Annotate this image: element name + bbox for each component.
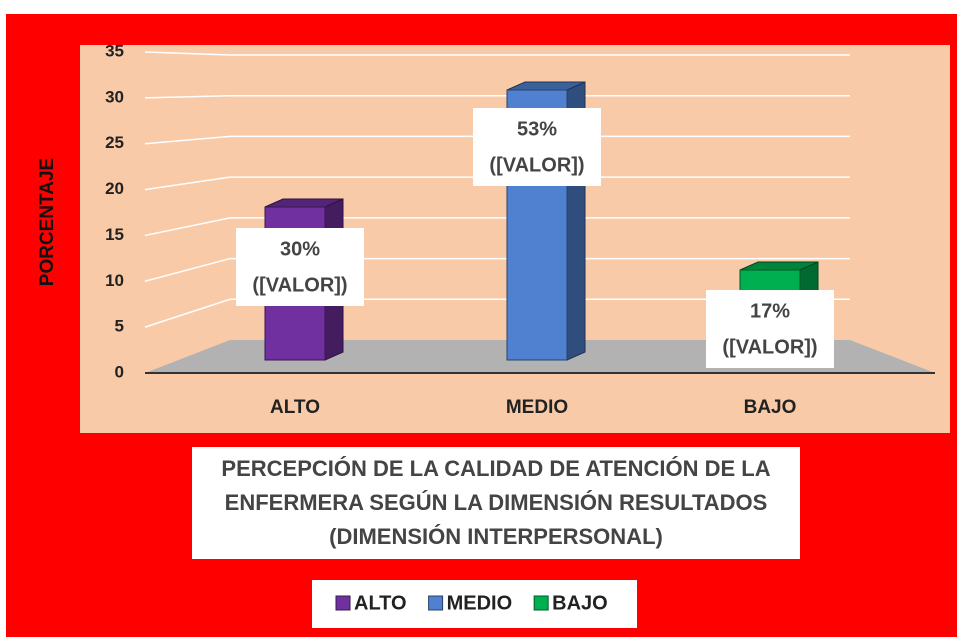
y-tick-label: 5 <box>115 317 124 336</box>
grid-line <box>144 217 850 237</box>
legend-swatch <box>335 595 351 611</box>
bar <box>506 81 586 361</box>
title-box <box>192 447 800 559</box>
y-axis-title: PORCENTAJE <box>37 158 58 286</box>
grid-line <box>144 176 850 191</box>
x-tick-label: MEDIO <box>506 397 568 418</box>
data-label: ([VALOR]) <box>489 154 584 176</box>
x-tick-label: ALTO <box>270 397 320 418</box>
legend-label: MEDIO <box>447 592 513 614</box>
grid-line <box>144 94 850 99</box>
chart-title: PERCEPCIÓN DE LA CALIDAD DE ATENCIÓN DE … <box>221 456 770 549</box>
legend-swatch <box>428 595 444 611</box>
data-label-box <box>706 290 834 368</box>
legend-box <box>312 580 637 628</box>
data-label: ([VALOR]) <box>252 274 347 296</box>
grid-line <box>144 298 850 328</box>
data-label-box <box>236 228 364 306</box>
data-label: 53% <box>517 118 557 140</box>
y-tick-label: 0 <box>115 362 124 381</box>
y-tick-label: 20 <box>105 179 124 198</box>
data-label: ([VALOR]) <box>722 336 817 358</box>
grid-line <box>144 135 850 145</box>
y-tick-label: 10 <box>105 271 124 290</box>
grid-line <box>144 257 850 283</box>
legend-label: BAJO <box>552 592 608 614</box>
y-tick-label: 25 <box>105 133 124 152</box>
x-tick-label: BAJO <box>744 397 797 418</box>
legend-swatch <box>533 595 549 611</box>
y-tick-label: 30 <box>105 87 124 106</box>
y-tick-label: 15 <box>105 225 124 244</box>
legend-label: ALTO <box>354 592 407 614</box>
grid-line <box>144 51 850 56</box>
data-label-box <box>473 108 601 186</box>
data-label: 17% <box>750 300 790 322</box>
y-tick-label: 35 <box>105 41 124 60</box>
data-label: 30% <box>280 238 320 260</box>
